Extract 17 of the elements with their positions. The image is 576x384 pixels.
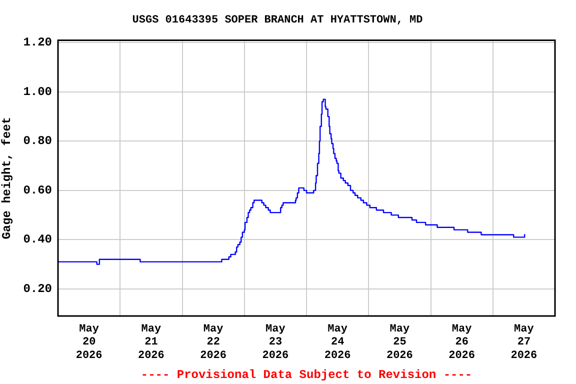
- x-tick-label: May 25 2026: [386, 323, 413, 362]
- x-tick-label: May 21 2026: [138, 323, 164, 362]
- x-tick-label: May 22 2026: [200, 323, 227, 362]
- y-tick-label: 0.80: [23, 134, 52, 148]
- x-tick-label: May 20 2026: [76, 323, 102, 362]
- y-axis-title: Gage height, feet: [0, 116, 14, 240]
- chart-title: USGS 01643395 SOPER BRANCH AT HYATTSTOWN, MD: [132, 14, 424, 26]
- y-tick-label: 0.20: [23, 282, 52, 296]
- y-tick-label: 1.00: [23, 84, 52, 99]
- x-tick-label: May 27 2026: [510, 323, 538, 362]
- y-tick-label: 1.20: [23, 36, 52, 50]
- y-tick-label: 0.60: [23, 183, 52, 198]
- x-tick-label: May 24 2026: [324, 323, 351, 362]
- y-tick-label: 0.40: [23, 232, 52, 247]
- x-tick-label: May 23 2026: [262, 323, 289, 362]
- text: ---- Provisional Data Subject to Revision ----: [140, 368, 472, 382]
- x-tick-label: May 26 2026: [448, 323, 476, 362]
